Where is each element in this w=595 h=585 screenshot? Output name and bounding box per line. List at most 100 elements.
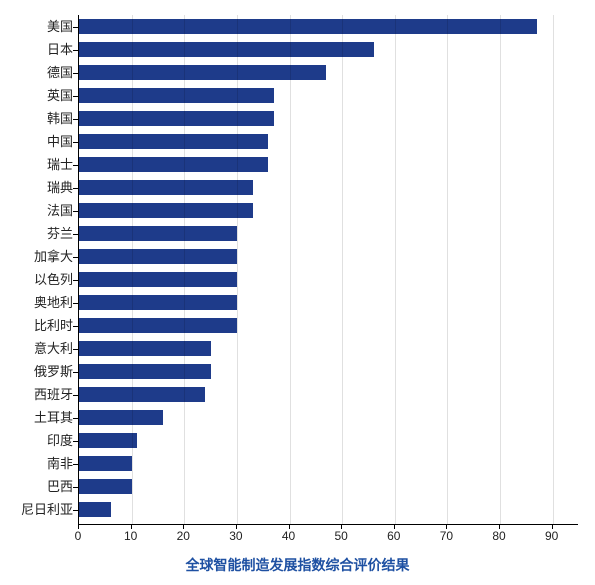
y-axis-label: 西班牙 — [3, 387, 73, 402]
bar-row — [79, 42, 578, 57]
bar — [79, 42, 374, 57]
bar-row — [79, 180, 578, 195]
bar — [79, 180, 253, 195]
bar — [79, 157, 268, 172]
bar — [79, 479, 132, 494]
y-axis-label: 芬兰 — [3, 226, 73, 241]
y-tick-mark — [73, 487, 78, 488]
y-tick-mark — [73, 27, 78, 28]
bar-row — [79, 456, 578, 471]
y-axis-label: 加拿大 — [3, 249, 73, 264]
bar-row — [79, 341, 578, 356]
bar — [79, 226, 237, 241]
x-tick-mark — [131, 524, 132, 529]
x-tick-mark — [183, 524, 184, 529]
grid-line — [290, 15, 291, 524]
y-tick-mark — [73, 234, 78, 235]
grid-line — [132, 15, 133, 524]
x-tick-mark — [236, 524, 237, 529]
bar — [79, 433, 137, 448]
y-axis-label: 英国 — [3, 88, 73, 103]
bar-row — [79, 65, 578, 80]
y-tick-mark — [73, 395, 78, 396]
bar — [79, 295, 237, 310]
y-axis-label: 印度 — [3, 433, 73, 448]
bar — [79, 134, 268, 149]
x-tick-label: 70 — [431, 529, 461, 543]
y-tick-mark — [73, 50, 78, 51]
bar-row — [79, 318, 578, 333]
bars-layer — [79, 15, 578, 524]
y-tick-mark — [73, 349, 78, 350]
y-tick-mark — [73, 188, 78, 189]
bar-row — [79, 226, 578, 241]
bar — [79, 111, 274, 126]
bar — [79, 341, 211, 356]
y-tick-mark — [73, 96, 78, 97]
x-tick-mark — [552, 524, 553, 529]
bar — [79, 387, 205, 402]
y-axis-label: 俄罗斯 — [3, 364, 73, 379]
x-tick-label: 0 — [63, 529, 93, 543]
bar-row — [79, 433, 578, 448]
y-axis-label: 南非 — [3, 456, 73, 471]
y-tick-mark — [73, 303, 78, 304]
x-tick-mark — [499, 524, 500, 529]
y-axis-label: 韩国 — [3, 111, 73, 126]
y-axis-label: 瑞典 — [3, 180, 73, 195]
bar-row — [79, 272, 578, 287]
y-tick-mark — [73, 441, 78, 442]
x-tick-label: 20 — [168, 529, 198, 543]
x-tick-label: 60 — [379, 529, 409, 543]
y-axis-label: 中国 — [3, 134, 73, 149]
grid-line — [342, 15, 343, 524]
x-tick-label: 30 — [221, 529, 251, 543]
y-axis-label: 尼日利亚 — [3, 502, 73, 517]
y-axis-label: 土耳其 — [3, 410, 73, 425]
x-tick-label: 10 — [116, 529, 146, 543]
bar-row — [79, 203, 578, 218]
y-tick-mark — [73, 165, 78, 166]
bar-row — [79, 502, 578, 517]
bar — [79, 456, 132, 471]
y-axis-label: 德国 — [3, 65, 73, 80]
y-tick-mark — [73, 142, 78, 143]
bar — [79, 88, 274, 103]
y-axis-label: 美国 — [3, 19, 73, 34]
bar — [79, 249, 237, 264]
bar-row — [79, 88, 578, 103]
bar — [79, 203, 253, 218]
x-tick-mark — [78, 524, 79, 529]
y-axis-label: 日本 — [3, 42, 73, 57]
grid-line — [447, 15, 448, 524]
y-tick-mark — [73, 257, 78, 258]
x-tick-label: 90 — [537, 529, 567, 543]
y-tick-mark — [73, 119, 78, 120]
bar-row — [79, 134, 578, 149]
x-tick-mark — [446, 524, 447, 529]
y-axis-label: 巴西 — [3, 479, 73, 494]
bar-row — [79, 295, 578, 310]
bar-row — [79, 19, 578, 34]
grid-line — [395, 15, 396, 524]
grid-line — [184, 15, 185, 524]
y-tick-mark — [73, 418, 78, 419]
bar — [79, 318, 237, 333]
bar-row — [79, 410, 578, 425]
y-tick-mark — [73, 372, 78, 373]
y-tick-mark — [73, 280, 78, 281]
y-tick-mark — [73, 73, 78, 74]
y-axis-label: 以色列 — [3, 272, 73, 287]
bar-row — [79, 364, 578, 379]
x-tick-mark — [341, 524, 342, 529]
x-tick-label: 40 — [274, 529, 304, 543]
y-tick-mark — [73, 510, 78, 511]
bar-row — [79, 111, 578, 126]
bar — [79, 364, 211, 379]
bar — [79, 272, 237, 287]
bar — [79, 502, 111, 517]
bar-row — [79, 387, 578, 402]
y-axis-label: 瑞士 — [3, 157, 73, 172]
bar — [79, 19, 537, 34]
y-axis-label: 比利时 — [3, 318, 73, 333]
